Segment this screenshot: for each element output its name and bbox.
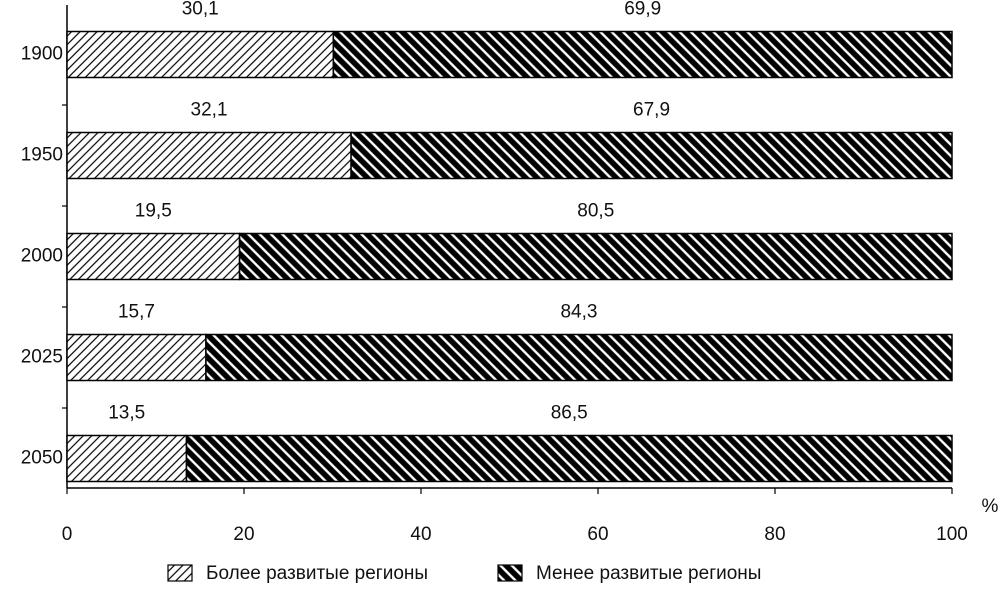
bar-segment	[185, 434, 953, 483]
value-label: 80,5	[577, 201, 614, 222]
legend-label: Более развитые регионы	[206, 563, 428, 584]
bar-segment	[66, 232, 241, 281]
bar-segment	[205, 333, 953, 382]
legend-swatch	[167, 564, 193, 582]
legend-swatch	[497, 564, 523, 582]
bar-segment	[66, 333, 207, 382]
value-label: 19,5	[135, 201, 172, 222]
value-label: 69,9	[624, 0, 661, 20]
y-tick-label: 2000	[21, 246, 63, 267]
y-tick-label: 2025	[21, 347, 63, 368]
value-label: 86,5	[551, 403, 588, 424]
x-tick-label: 20	[233, 524, 254, 545]
bar-segment	[66, 30, 335, 79]
bar-segment	[238, 232, 953, 281]
x-tick-label: 40	[410, 524, 431, 545]
y-tick-label: 1900	[21, 44, 63, 65]
x-axis-label: %	[982, 496, 999, 517]
bar-segment	[66, 131, 352, 180]
value-label: 15,7	[118, 302, 155, 323]
y-tick-label: 2050	[21, 448, 63, 469]
bar-segment	[66, 434, 188, 483]
legend-label: Менее развитые регионы	[536, 563, 761, 584]
x-tick-label: 60	[587, 524, 608, 545]
x-tick-label: 0	[62, 524, 73, 545]
value-label: 30,1	[182, 0, 219, 20]
value-label: 67,9	[633, 100, 670, 121]
bar-segment	[350, 131, 953, 180]
value-label: 84,3	[560, 302, 597, 323]
value-label: 13,5	[108, 403, 145, 424]
x-tick-label: 100	[936, 524, 968, 545]
value-label: 32,1	[191, 100, 228, 121]
y-tick-label: 1950	[21, 145, 63, 166]
bar-segment	[332, 30, 953, 79]
x-tick-label: 80	[764, 524, 785, 545]
